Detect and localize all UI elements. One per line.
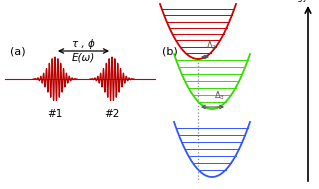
Text: #1: #1	[47, 109, 63, 119]
Text: #2: #2	[104, 109, 120, 119]
Text: τ , ϕ: τ , ϕ	[72, 39, 95, 49]
Text: $\Delta_3$: $\Delta_3$	[213, 90, 225, 102]
Text: E(ω): E(ω)	[72, 52, 95, 62]
Text: Energy: Energy	[278, 0, 308, 2]
Text: (b): (b)	[162, 47, 178, 57]
Text: (a): (a)	[10, 47, 26, 57]
Text: $\Delta_2$: $\Delta_2$	[206, 40, 217, 52]
